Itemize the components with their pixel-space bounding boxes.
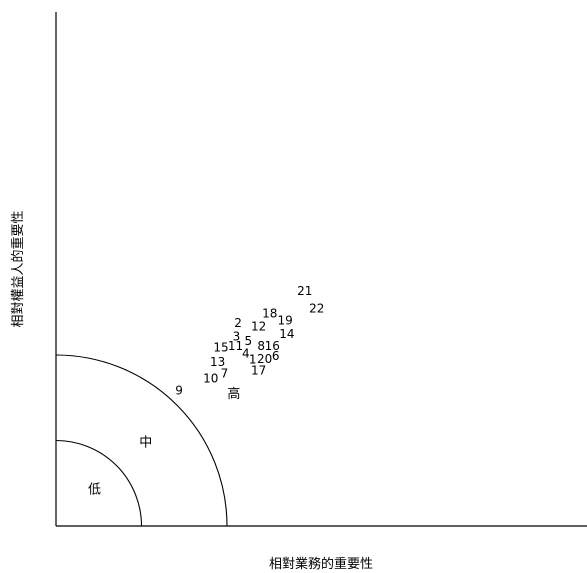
data-point-2: 2 <box>234 316 242 330</box>
data-point-20: 20 <box>257 352 272 366</box>
data-point-7: 7 <box>221 366 229 380</box>
zone-label: 中 <box>139 436 152 451</box>
data-point-16: 16 <box>265 339 280 353</box>
data-point-19: 19 <box>277 313 292 327</box>
data-point-18: 18 <box>262 306 277 320</box>
data-point-3: 3 <box>233 330 241 344</box>
data-point-1: 1 <box>249 353 257 367</box>
x-axis-label: 相對業務的重要性 <box>269 556 373 572</box>
data-point-10: 10 <box>203 371 218 385</box>
zone-boundaries <box>55 354 228 527</box>
y-axis-label: 相對權益人的重要性 <box>10 210 26 327</box>
data-point-17: 17 <box>251 364 266 378</box>
data-point-21: 21 <box>297 284 312 298</box>
data-point-4: 4 <box>242 347 250 361</box>
data-point-13: 13 <box>210 355 225 369</box>
data-point-15: 15 <box>213 341 228 355</box>
zone-boundary-arc-2 <box>55 354 228 527</box>
data-point-5: 5 <box>245 334 253 348</box>
data-point-11: 11 <box>228 339 243 353</box>
data-point-14: 14 <box>279 327 294 341</box>
zone-label: 高 <box>227 386 240 402</box>
data-point-22: 22 <box>309 301 324 315</box>
data-point-9: 9 <box>175 383 183 397</box>
data-point-12: 12 <box>251 319 266 333</box>
zone-label: 低 <box>88 483 101 498</box>
data-point-6: 6 <box>272 349 280 363</box>
zone-boundary-arc-1 <box>55 439 143 527</box>
data-point-8: 8 <box>257 339 265 353</box>
zone-labels: 低 中 高 <box>88 386 240 498</box>
